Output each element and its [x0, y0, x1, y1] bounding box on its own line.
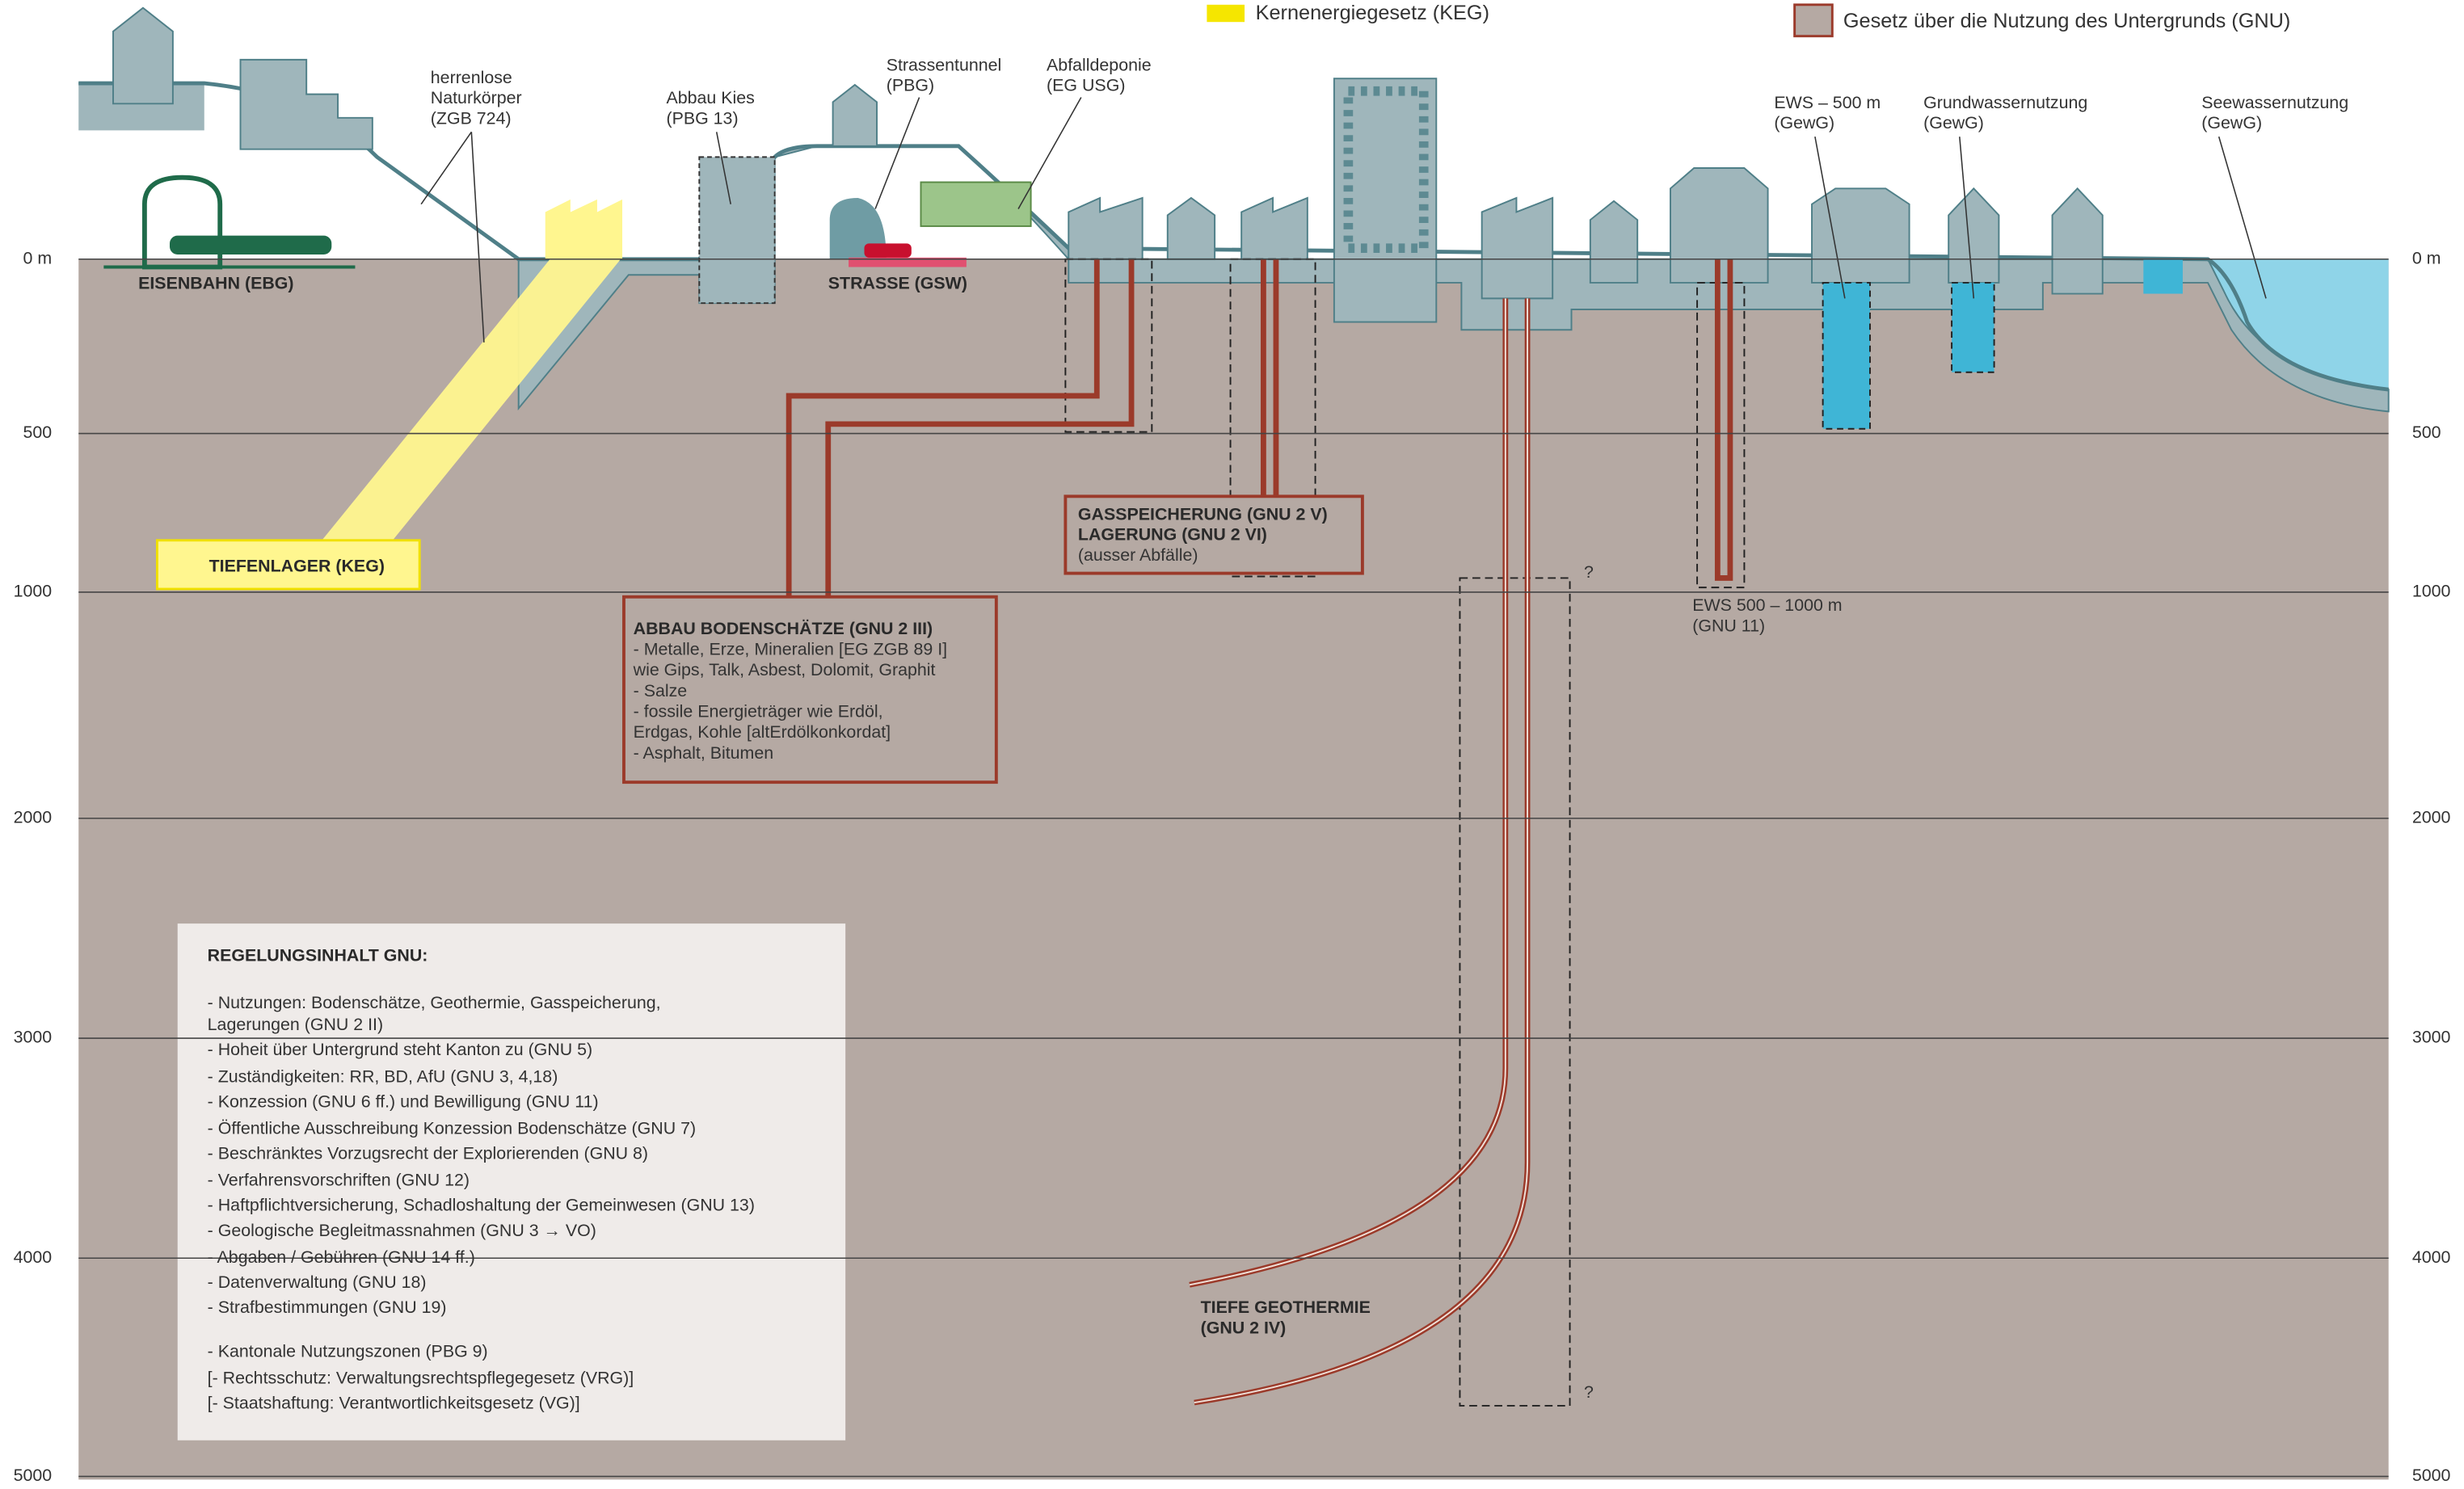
- repository-building: [545, 200, 622, 259]
- annotation: (EG USG): [1047, 76, 1125, 95]
- mining-item: wie Gips, Talk, Asbest, Dolomit, Graphit: [633, 660, 936, 679]
- regulation-item: - Beschränktes Vorzugsrecht der Explorie…: [208, 1144, 648, 1163]
- annotation: (GewG): [2201, 113, 2262, 132]
- mining-item: - fossile Energieträger wie Erdöl,: [634, 701, 883, 721]
- annotation: Seewassernutzung: [2201, 93, 2348, 112]
- regulation-item: - Zuständigkeiten: RR, BD, AfU (GNU 3, 4…: [208, 1066, 558, 1086]
- legend-label: Kernenergiegesetz (KEG): [1256, 2, 1489, 24]
- legend-swatch: [1207, 5, 1245, 22]
- regulation-title: REGELUNGSINHALT GNU:: [208, 946, 428, 965]
- depth-label: 5000: [14, 1466, 53, 1485]
- annotation: Abbau Kies: [666, 88, 754, 107]
- depth-label: 5000: [2412, 1466, 2451, 1485]
- depth-label: 4000: [14, 1247, 53, 1267]
- depth-label: 3000: [2412, 1028, 2451, 1047]
- annotation: ?: [1584, 562, 1594, 582]
- landfill: [920, 183, 1030, 226]
- depth-label: 4000: [2412, 1247, 2451, 1267]
- regulation-item: - Abgaben / Gebühren (GNU 14 ff.): [208, 1247, 475, 1267]
- gas-title: LAGERUNG (GNU 2 VI): [1078, 525, 1267, 545]
- gravel-pit: [699, 157, 774, 303]
- legend-swatch: [1795, 5, 1833, 36]
- gas-title: GASSPEICHERUNG (GNU 2 V): [1078, 504, 1328, 524]
- bold-label: (GNU 2 IV): [1201, 1318, 1287, 1337]
- annotation: Naturkörper: [431, 88, 522, 107]
- legend-label: Gesetz über die Nutzung des Untergrunds …: [1843, 10, 2290, 32]
- bold-label: TIEFE GEOTHERMIE: [1201, 1298, 1371, 1317]
- depth-label: 0 m: [2412, 248, 2441, 267]
- regulation-item: [- Rechtsschutz: Verwaltungsrechtspflege…: [208, 1369, 634, 1388]
- bold-label: STRASSE (GSW): [828, 274, 967, 293]
- depth-label: 2000: [14, 808, 53, 827]
- depth-label: 0 m: [23, 248, 53, 267]
- annotation: ?: [1584, 1382, 1594, 1402]
- diagram: 0 m 0 m 500 500 1000 1000 2000 2000 3000 3000 4000…: [0, 0, 2464, 1489]
- regulation-item: - Öffentliche Ausschreibung Konzession B…: [208, 1118, 696, 1138]
- mining-item: - Asphalt, Bitumen: [634, 743, 773, 763]
- mining-item: Erdgas, Kohle [altErdölkonkordat]: [634, 722, 891, 742]
- train: [170, 236, 331, 254]
- annotation: (GewG): [1774, 113, 1834, 132]
- annotation: (GewG): [1923, 113, 1984, 132]
- mining-item: - Metalle, Erze, Mineralien [EG ZGB 89 I…: [634, 639, 947, 658]
- mining-item: - Salze: [634, 681, 688, 700]
- annotation: (GNU 11): [1692, 616, 1765, 635]
- annotation: Abfalldeponie: [1047, 55, 1152, 74]
- lake-water-station: [2143, 259, 2183, 294]
- bold-label: EISENBAHN (EBG): [138, 274, 293, 293]
- depth-label: 1000: [2412, 582, 2451, 601]
- regulation-item: [- Staatshaftung: Verantwortlichkeitsges…: [208, 1394, 580, 1413]
- annotation: (PBG): [887, 76, 934, 95]
- regulation-item: - Konzession (GNU 6 ff.) und Bewilligung…: [208, 1092, 599, 1111]
- depth-label: 1000: [14, 582, 53, 601]
- mining-title: ABBAU BODENSCHÄTZE (GNU 2 III): [634, 619, 933, 638]
- depth-label: 3000: [14, 1028, 53, 1047]
- depth-label: 500: [23, 423, 52, 442]
- gas-note: (ausser Abfälle): [1078, 545, 1198, 565]
- regulation-item: - Strafbestimmungen (GNU 19): [208, 1298, 447, 1317]
- depth-label: 500: [2412, 423, 2441, 442]
- annotation: (PBG 13): [666, 108, 738, 128]
- regulation-item: - Haftpflichtversicherung, Schadloshaltu…: [208, 1196, 755, 1215]
- ews-borehole: [1823, 283, 1870, 429]
- annotation: Strassentunnel: [887, 55, 1002, 74]
- regulation-item: - Nutzungen: Bodenschätze, Geothermie, G…: [208, 993, 661, 1012]
- annotation: (ZGB 724): [431, 108, 512, 128]
- regulation-item: - Datenverwaltung (GNU 18): [208, 1272, 427, 1292]
- car: [864, 243, 911, 257]
- annotation: herrenlose: [431, 68, 512, 87]
- regulation-item: - Verfahrensvorschriften (GNU 12): [208, 1171, 470, 1190]
- regulation-item: - Kantonale Nutzungszonen (PBG 9): [208, 1342, 488, 1361]
- annotation: Grundwassernutzung: [1923, 93, 2087, 112]
- regulation-item: - Hoheit über Untergrund steht Kanton zu…: [208, 1040, 592, 1059]
- regulation-item: Lagerungen (GNU 2 II): [208, 1015, 383, 1034]
- depth-label: 2000: [2412, 808, 2451, 827]
- bold-label: TIEFENLAGER (KEG): [209, 556, 385, 575]
- annotation: EWS – 500 m: [1774, 93, 1881, 112]
- annotation: EWS 500 – 1000 m: [1692, 595, 1842, 615]
- regulation-item: - Geologische Begleitmassnahmen (GNU 3 →…: [208, 1221, 596, 1240]
